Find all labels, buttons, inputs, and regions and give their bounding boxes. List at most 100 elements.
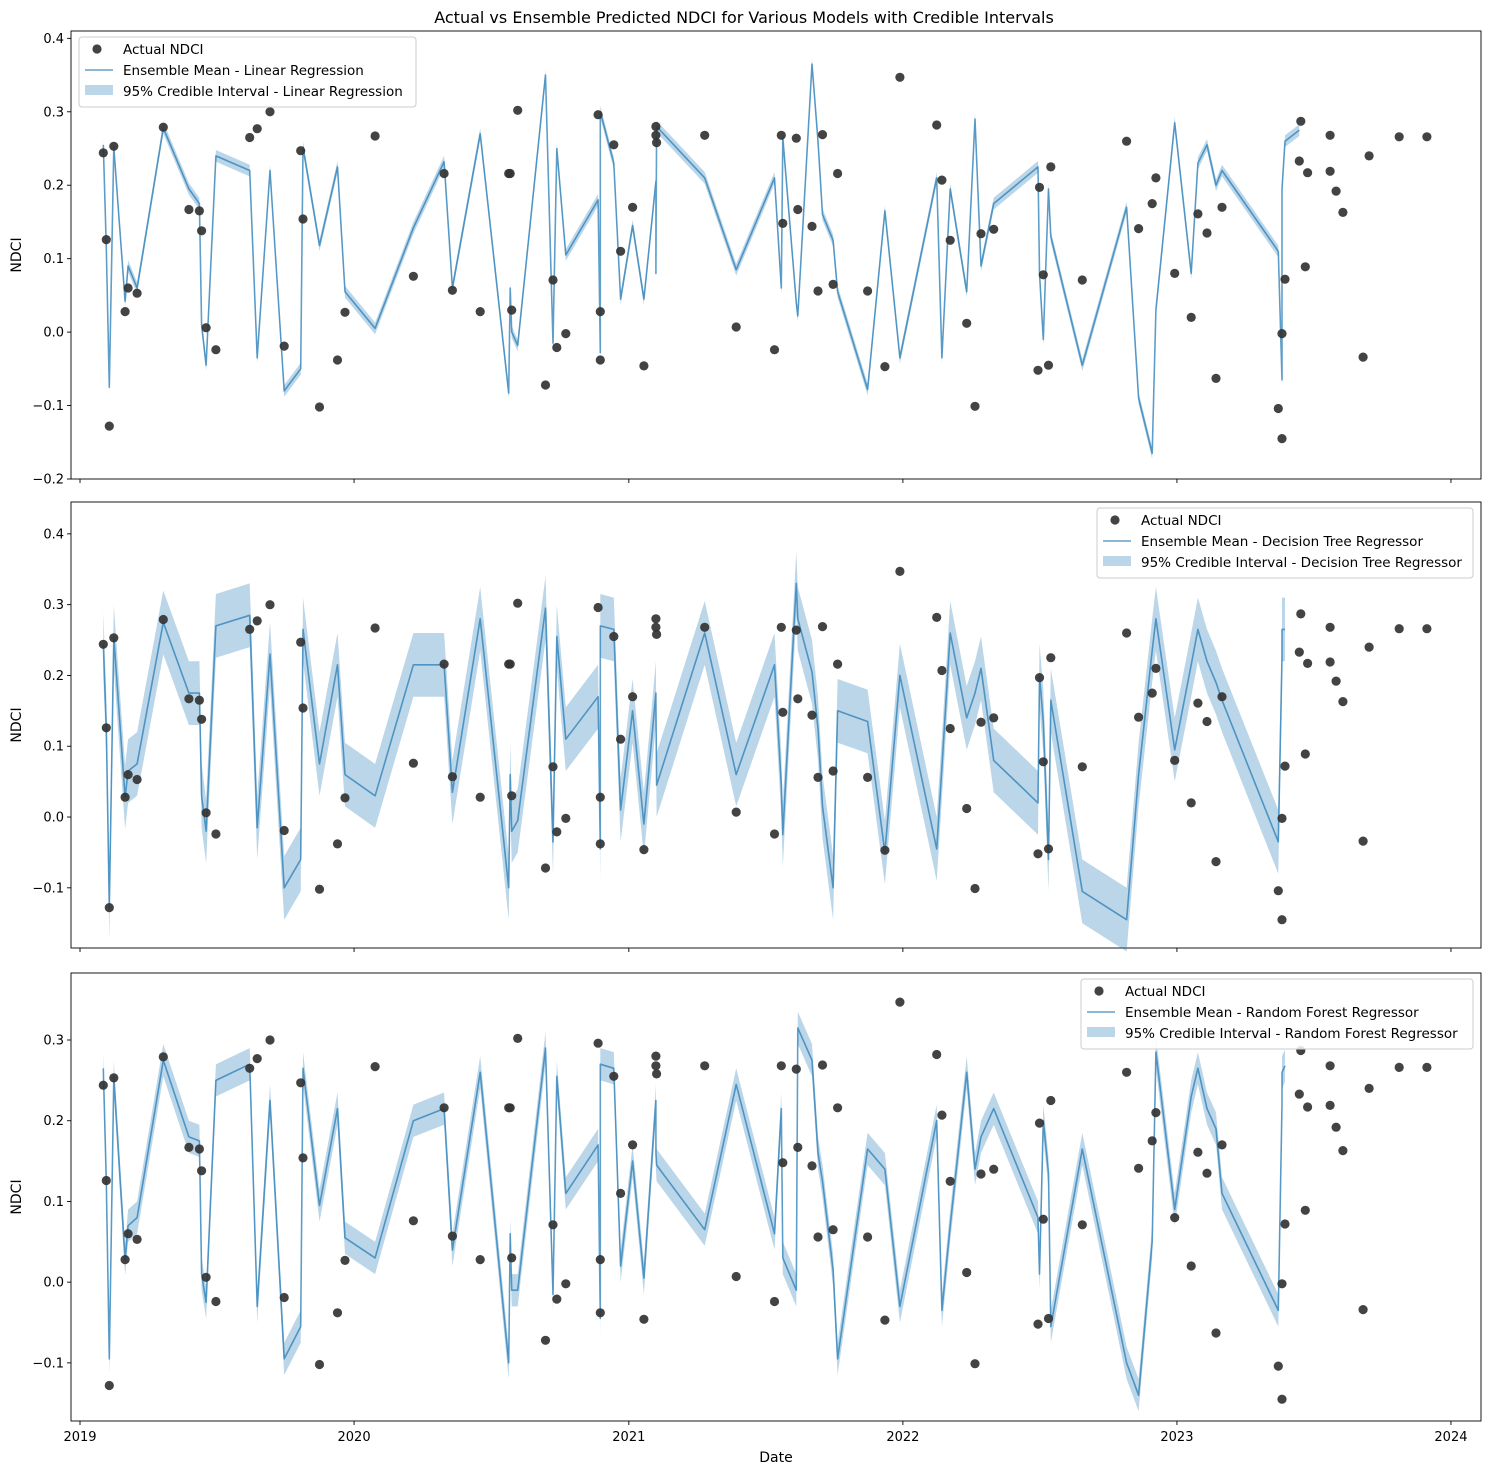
x-tick-label: 2022	[886, 1430, 919, 1445]
actual-ndci-point	[1134, 224, 1144, 234]
actual-ndci-point	[1211, 1328, 1221, 1338]
actual-ndci-point	[314, 884, 325, 894]
actual-ndci-point	[252, 124, 262, 134]
actual-ndci-point	[552, 1294, 562, 1304]
actual-ndci-point	[1273, 886, 1283, 896]
actual-ndci-point	[1202, 716, 1212, 727]
actual-ndci-point	[439, 1103, 449, 1113]
actual-ndci-point	[1202, 228, 1212, 238]
legend-band-marker	[1087, 1027, 1115, 1037]
actual-ndci-point	[791, 1064, 801, 1074]
x-tick-label: 2019	[63, 1430, 96, 1445]
legend-label: Actual NDCI	[1125, 984, 1206, 1000]
actual-ndci-point	[184, 1142, 194, 1152]
actual-ndci-point	[1294, 647, 1304, 657]
y-tick-label: 0.1	[43, 252, 64, 267]
y-tick-label: 0.4	[43, 527, 64, 542]
actual-ndci-point	[197, 226, 207, 236]
y-tick-label: −0.1	[32, 1356, 64, 1371]
actual-ndci-point	[1358, 836, 1368, 846]
actual-ndci-point	[1303, 1102, 1313, 1112]
y-tick-label: 0.1	[43, 740, 64, 755]
actual-ndci-point	[1296, 116, 1306, 126]
actual-ndci-point	[1422, 132, 1432, 142]
actual-ndci-point	[828, 766, 838, 776]
actual-ndci-point	[593, 602, 603, 613]
actual-ndci-point	[109, 633, 119, 643]
actual-ndci-point	[120, 307, 130, 317]
actual-ndci-point	[245, 132, 255, 143]
actual-ndci-point	[1186, 1261, 1196, 1271]
actual-ndci-point	[962, 803, 972, 814]
actual-ndci-point	[1034, 182, 1045, 192]
actual-ndci-point	[265, 1035, 275, 1045]
actual-ndci-point	[700, 1061, 710, 1071]
actual-ndci-point	[314, 402, 325, 412]
x-tick-label: 2021	[612, 1430, 645, 1445]
chart-panel: −0.1 0.0 0.1 0.2 0.3 NDCI 2019 2020 2021 2022 2023…	[9, 972, 1482, 1445]
actual-ndci-point	[158, 614, 168, 625]
actual-ndci-point	[1422, 1062, 1432, 1072]
actual-ndci-point	[970, 401, 980, 411]
legend-band-marker	[85, 85, 113, 95]
actual-ndci-point	[540, 1335, 551, 1345]
actual-ndci-point	[513, 105, 523, 115]
actual-ndci-point	[863, 772, 873, 783]
actual-ndci-point	[833, 659, 843, 669]
actual-ndci-point	[1151, 663, 1161, 674]
actual-ndci-point	[793, 1142, 803, 1152]
actual-ndci-point	[932, 1049, 942, 1060]
actual-ndci-point	[1325, 166, 1335, 176]
actual-ndci-point	[279, 1292, 289, 1303]
y-axis-label: NDCI	[9, 237, 25, 272]
actual-ndci-point	[791, 133, 801, 143]
actual-ndci-point	[1280, 274, 1290, 284]
actual-ndci-point	[609, 631, 619, 642]
actual-ndci-point	[447, 1231, 457, 1241]
actual-ndci-point	[731, 1271, 741, 1282]
actual-ndci-point	[652, 138, 662, 148]
actual-ndci-point	[104, 1380, 114, 1391]
actual-ndci-point	[408, 758, 418, 768]
actual-ndci-point	[1280, 1219, 1290, 1229]
actual-ndci-point	[475, 307, 485, 317]
actual-ndci-point	[989, 713, 999, 723]
actual-ndci-point	[211, 1296, 221, 1307]
y-tick-label: 0.2	[43, 179, 64, 194]
actual-ndci-point	[793, 694, 803, 704]
actual-ndci-point	[252, 1054, 262, 1064]
actual-ndci-point	[1151, 173, 1161, 183]
actual-ndci-point	[513, 1033, 523, 1043]
actual-ndci-point	[1043, 360, 1054, 370]
actual-ndci-point	[370, 1062, 380, 1072]
legend-box	[78, 36, 417, 108]
actual-ndci-point	[1277, 1279, 1287, 1289]
legend-box	[1080, 978, 1474, 1050]
legend: Actual NDCI Ensemble Mean - Random Forest…	[1080, 978, 1474, 1050]
actual-ndci-point	[104, 903, 114, 913]
actual-ndci-point	[863, 1232, 873, 1242]
actual-ndci-point	[1077, 762, 1087, 772]
actual-ndci-point	[970, 1359, 980, 1369]
actual-ndci-point	[1364, 1083, 1374, 1093]
actual-ndci-point	[863, 286, 873, 296]
actual-ndci-point	[976, 229, 986, 239]
actual-ndci-point	[1170, 755, 1180, 766]
actual-ndci-point	[1422, 624, 1432, 634]
actual-ndci-point	[769, 1296, 780, 1307]
actual-ndci-point	[548, 275, 558, 285]
y-tick-label: 0.0	[43, 811, 64, 826]
actual-ndci-point	[595, 1308, 605, 1318]
actual-ndci-point	[895, 72, 905, 82]
actual-ndci-point	[158, 122, 168, 132]
actual-ndci-point	[279, 341, 289, 351]
actual-ndci-point	[1122, 1067, 1132, 1077]
actual-ndci-point	[132, 774, 142, 785]
y-tick-label: −0.1	[32, 399, 64, 414]
actual-ndci-point	[98, 148, 108, 158]
actual-ndci-point	[962, 318, 972, 328]
actual-ndci-point	[1325, 622, 1335, 632]
actual-ndci-point	[880, 845, 890, 855]
legend-label: Actual NDCI	[123, 42, 204, 58]
actual-ndci-point	[778, 707, 788, 717]
